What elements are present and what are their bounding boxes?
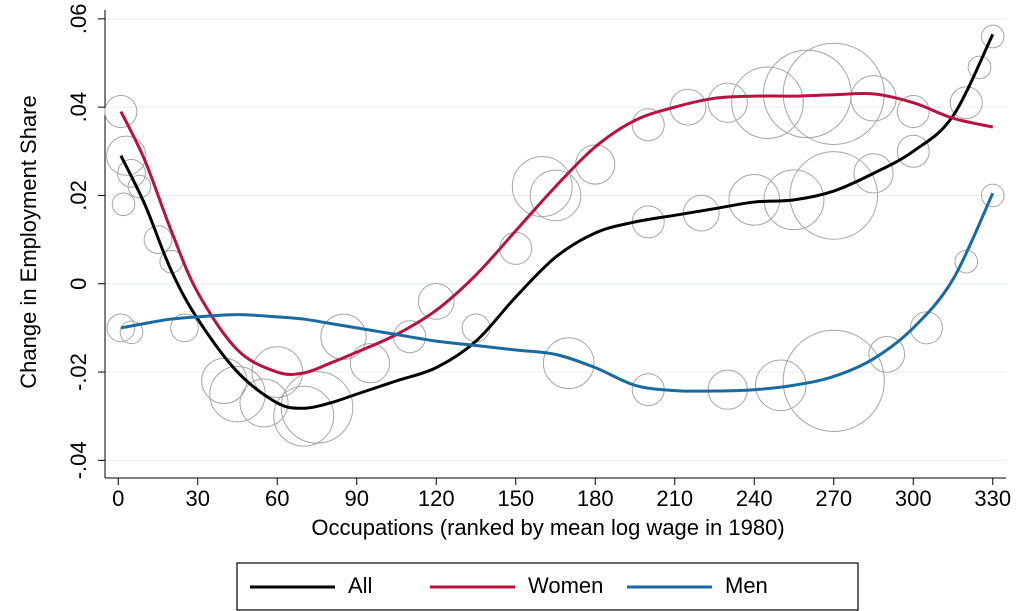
bubble [707,82,748,123]
series-line [120,192,995,393]
bubble [209,365,266,423]
y-tick-label: .04 [66,92,91,123]
x-tick-label: 60 [265,486,289,511]
bubble [106,135,147,176]
legend-label: Men [725,573,768,598]
legend-label: All [348,573,372,598]
bubble [499,231,533,265]
bubble [239,378,289,428]
bubble [731,66,804,139]
x-tick-label: 330 [974,486,1011,511]
bubble [143,225,173,254]
bubble [529,169,582,222]
x-tick-label: 30 [186,486,210,511]
bubble [201,357,248,404]
x-tick-label: 180 [577,486,614,511]
bubble [850,75,897,122]
bubble [910,311,943,345]
bubble [754,359,807,412]
bubble [789,151,879,240]
y-tick-label: -.04 [66,441,91,479]
bubble [967,55,992,80]
bubble [461,313,491,343]
bubble [119,320,144,345]
x-axis-title: Occupations (ranked by mean log wage in … [311,515,784,540]
x-tick-label: 0 [112,486,124,511]
bubble [542,337,595,390]
bubble [117,159,146,188]
bubble [511,156,573,218]
bubble [106,313,136,343]
bubble [868,335,906,373]
bubble [782,42,885,145]
x-tick-label: 150 [497,486,534,511]
bubble [949,86,983,120]
bubble [273,385,335,447]
y-tick-label: .02 [66,180,91,211]
bubble [575,144,616,185]
bubble [631,108,665,142]
bubble [170,313,199,343]
bubble [111,192,136,217]
x-tick-label: 270 [815,486,852,511]
bubble [127,174,152,199]
x-tick-label: 240 [736,486,773,511]
legend-box [236,562,859,611]
x-tick-label: 90 [345,486,369,511]
y-tick-label: -.02 [66,353,91,391]
bubble [980,24,1005,49]
bubble [417,283,455,320]
x-tick-label: 120 [418,486,455,511]
y-axis-title: Change in Employment Share [16,95,41,389]
bubble [896,95,930,129]
y-tick-label: 0 [66,278,91,290]
bubble [896,134,930,168]
bubble [104,95,138,129]
series-line [119,33,995,410]
legend-label: Women [528,573,603,598]
bubble [280,371,354,444]
x-tick-label: 210 [656,486,693,511]
bubble [349,343,391,384]
bubble [853,153,894,194]
bubble [763,169,825,231]
x-tick-label: 300 [895,486,932,511]
bubble [782,329,885,432]
series-line [119,91,994,376]
bubble [980,183,1005,208]
y-tick-label: .06 [66,4,91,35]
